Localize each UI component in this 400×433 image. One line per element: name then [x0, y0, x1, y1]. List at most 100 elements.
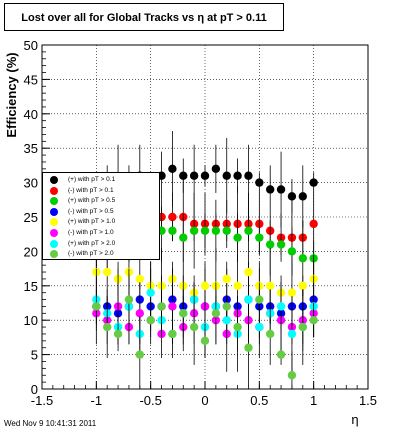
data-point [168, 329, 177, 339]
y-tick-label: 0 [31, 382, 38, 397]
data-point [276, 302, 286, 311]
legend-entry: (+) with pT > 1.0 [43, 217, 159, 227]
data-point [103, 267, 112, 277]
data-point [113, 329, 123, 339]
data-point [146, 288, 155, 297]
data-point [124, 295, 134, 304]
timestamp-footer: Wed Nov 9 10:41:31 2011 [4, 419, 97, 428]
data-point [179, 309, 188, 318]
data-point [309, 316, 318, 325]
legend-label: (+) with pT > 0.1 [68, 176, 116, 183]
x-tick-label: -1 [91, 393, 103, 408]
y-tick-label: 10 [24, 313, 38, 328]
data-point [200, 336, 210, 346]
data-point [266, 185, 275, 194]
x-axis-label: η [351, 412, 358, 427]
data-point [168, 226, 177, 235]
data-point [309, 178, 318, 187]
legend-entry: (-) with pT > 0.5 [43, 207, 159, 217]
data-point [222, 302, 231, 311]
data-point [255, 295, 264, 304]
data-point [298, 281, 307, 290]
data-point [179, 171, 188, 180]
chart-title: Lost over all for Global Tracks vs η at … [4, 3, 284, 31]
legend-label: (+) with pT > 0.5 [68, 197, 116, 205]
x-tick-label: 1.5 [359, 393, 377, 408]
y-tick-label: 15 [24, 279, 38, 294]
data-point [244, 226, 253, 235]
data-point [135, 350, 144, 359]
x-tick-label: 1 [310, 393, 317, 408]
y-tick-label: 30 [24, 176, 38, 191]
data-point [233, 171, 242, 180]
data-point [287, 329, 297, 339]
data-point [255, 322, 264, 332]
data-point [200, 226, 210, 235]
data-point [233, 233, 242, 242]
data-point [233, 322, 242, 332]
legend-entry: (+) with pT > 2.0 [43, 239, 159, 249]
data-point [266, 240, 275, 249]
y-tick-label: 45 [24, 72, 38, 87]
legend: (+) with pT > 0.1 (-) with pT > 0.1 (+) wi… [42, 172, 160, 260]
data-point [103, 322, 112, 332]
data-point [244, 295, 253, 304]
data-point [211, 309, 221, 318]
data-point [266, 281, 275, 290]
y-tick-label: 5 [31, 348, 38, 363]
y-tick-label: 35 [24, 141, 38, 156]
y-tick-label: 40 [24, 107, 38, 122]
data-point [179, 233, 188, 242]
data-point [309, 219, 318, 229]
data-point [211, 226, 221, 235]
data-point [168, 164, 177, 174]
data-point [189, 322, 199, 332]
legend-entry: (-) with pT > 2.0 [43, 249, 159, 259]
data-point [287, 192, 297, 201]
data-point [298, 254, 307, 263]
data-point [287, 371, 297, 380]
legend-label: (-) with pT > 1.0 [68, 229, 114, 236]
data-point [222, 274, 231, 284]
data-point [255, 233, 264, 242]
x-tick-label: 0.5 [250, 393, 268, 408]
legend-entry: (+) with pT > 0.5 [43, 196, 159, 206]
data-point [255, 178, 264, 187]
x-tick-label: -0.5 [139, 393, 161, 408]
data-point [298, 322, 307, 332]
data-point [287, 288, 297, 297]
data-point [222, 226, 231, 235]
legend-marker [50, 229, 58, 237]
data-point [189, 226, 199, 235]
data-point [276, 185, 286, 194]
legend-entry: (-) with pT > 1.0 [43, 228, 159, 238]
legend-label: (+) with pT > 1.0 [68, 218, 116, 226]
data-point [276, 350, 286, 359]
data-point [211, 164, 221, 174]
data-point [146, 316, 155, 325]
data-point [244, 267, 253, 277]
y-tick-label: 25 [24, 210, 38, 225]
data-point [189, 171, 199, 180]
y-tick-label: 50 [24, 38, 38, 53]
axes: -1.5 -1 -0.5 0 0.5 1 1.5 0 5 10 15 20 25 30 35 40 45 50 [24, 38, 378, 408]
legend-marker [50, 250, 58, 259]
legend-entry: (-) with pT > 0.1 [43, 186, 159, 196]
x-tick-label: 0 [201, 393, 208, 408]
legend-marker [50, 176, 58, 184]
legend-label: (+) with pT > 2.0 [68, 239, 116, 247]
legend-marker [50, 186, 58, 195]
data-point [222, 171, 231, 180]
data-point [287, 247, 297, 256]
data-point [222, 316, 231, 325]
data-point [298, 192, 307, 201]
legend-marker [50, 197, 58, 206]
series-8 [92, 275, 318, 389]
legend-label: (-) with pT > 0.5 [68, 207, 114, 215]
data-point [135, 274, 144, 284]
legend-label: (-) with pT > 2.0 [68, 250, 114, 258]
y-tick-label: 20 [24, 244, 38, 259]
y-axis-label: Efficiency (%) [4, 52, 19, 137]
legend-marker [50, 207, 58, 216]
data-point [135, 309, 144, 318]
